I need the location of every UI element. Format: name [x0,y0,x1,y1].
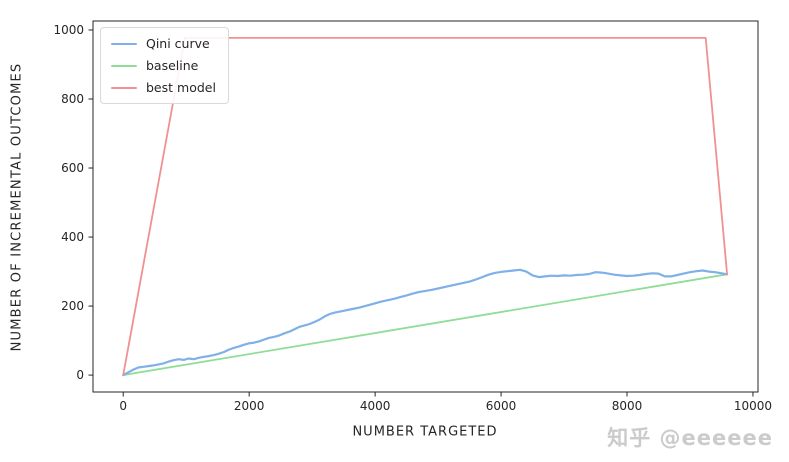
y-tick-label: 0 [76,368,84,382]
legend-swatch-best-model [111,86,137,89]
legend-swatch-qini-curve [111,42,137,45]
qini-curve-line [122,268,729,377]
x-tick-label: 0 [119,399,127,413]
legend-item-best-model: best model [111,80,216,95]
x-tick-label: 2000 [234,399,265,413]
best-model-line [122,37,728,377]
x-tick-label: 6000 [486,399,517,413]
y-tick-label: 400 [61,230,84,244]
y-tick-label: 800 [61,92,84,106]
watermark: 知乎 @eeeeee [607,426,773,450]
legend-label: best model [146,80,216,95]
axis-ticks [88,29,754,397]
legend-label: Qini curve [146,36,210,51]
y-tick-label: 1000 [53,23,84,37]
y-tick-label: 600 [61,161,84,175]
legend-item-qini-curve: Qini curve [111,36,216,51]
baseline-line [122,273,728,377]
legend-swatch-baseline [111,64,137,67]
legend-label: baseline [146,58,199,73]
x-axis-label: NUMBER TARGETED [352,424,498,440]
chart-series [122,37,729,377]
y-tick-label: 200 [61,299,84,313]
x-tick-label: 4000 [360,399,391,413]
legend-item-baseline: baseline [111,58,216,73]
plot-border [92,20,759,393]
y-axis-label: NUMBER OF INCREMENTAL OUTCOMES [9,62,25,352]
legend: Qini curve baseline best model [100,27,229,104]
x-tick-label: 8000 [612,399,643,413]
x-tick-label: 10000 [734,399,772,413]
axis-tick-labels: 0 2000 4000 6000 8000 10000 0 200 400 600 800 1000 [53,23,772,413]
